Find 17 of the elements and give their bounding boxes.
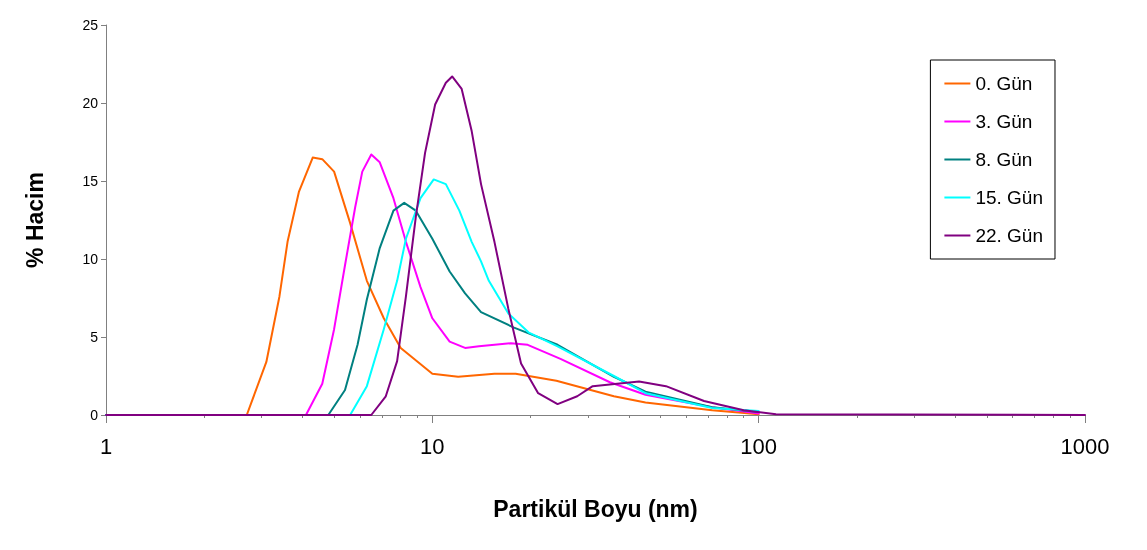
x-tick-label: 1 xyxy=(99,433,113,459)
y-tick-label: 20 xyxy=(82,95,99,111)
y-tick-label: 10 xyxy=(82,251,99,267)
y-tick-label: 25 xyxy=(82,17,99,33)
y-axis-title: % Hacim xyxy=(21,172,48,268)
y-tick-label: 5 xyxy=(90,329,99,345)
legend-label: 22. Gün xyxy=(975,225,1044,246)
x-axis-title: Partikül Boyu (nm) xyxy=(493,495,698,522)
y-tick-label: 0 xyxy=(90,407,99,423)
x-tick-label: 10 xyxy=(420,433,445,459)
legend-label: 0. Gün xyxy=(975,73,1033,94)
legend-label: 3. Gün xyxy=(975,111,1033,132)
legend-label: 15. Gün xyxy=(975,187,1044,208)
y-tick-label: 15 xyxy=(82,173,99,189)
legend-label: 8. Gün xyxy=(975,149,1033,170)
x-tick-label: 100 xyxy=(740,433,778,459)
x-tick-label: 1000 xyxy=(1060,433,1110,459)
